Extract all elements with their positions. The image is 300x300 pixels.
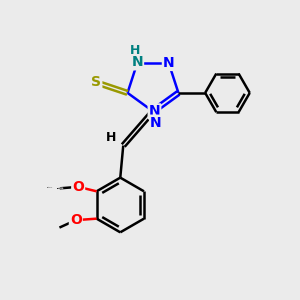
Text: methoxy: methoxy — [56, 188, 63, 189]
Text: H: H — [130, 44, 140, 57]
Text: N: N — [163, 56, 175, 70]
Text: N: N — [131, 56, 143, 69]
Text: N: N — [150, 116, 162, 130]
Text: methoxy: methoxy — [47, 187, 53, 188]
Text: S: S — [91, 76, 101, 89]
Text: O: O — [72, 180, 84, 194]
Text: O: O — [70, 213, 82, 227]
Text: H: H — [106, 131, 116, 144]
Text: N: N — [148, 104, 160, 118]
